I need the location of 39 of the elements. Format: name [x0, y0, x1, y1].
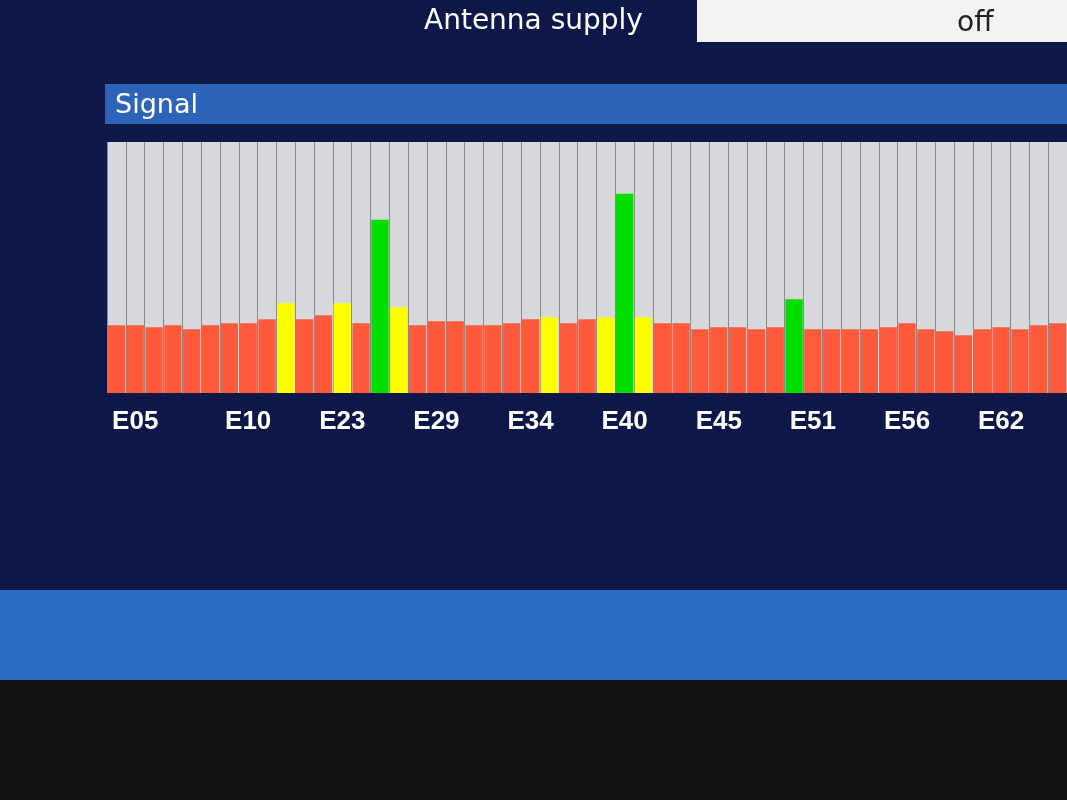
text: Antenna supply: [424, 2, 643, 38]
bar: [107, 325, 126, 393]
bar: [747, 329, 766, 393]
x-tick-label: E51: [789, 405, 837, 435]
bar: [841, 329, 860, 393]
x-tick-label: E56: [883, 405, 931, 435]
bar: [615, 193, 634, 393]
x-tick-label: E23: [319, 405, 366, 435]
bar: [352, 323, 370, 393]
x-tick-label: E10: [225, 405, 272, 435]
bar: [634, 317, 653, 393]
chart-title: Signal: [105, 84, 1067, 124]
bar: [314, 315, 333, 393]
bar: [408, 325, 427, 393]
setting-field: off: [697, 0, 1067, 42]
bar: [333, 303, 351, 393]
bar: [295, 319, 314, 393]
x-tick-label: E05: [112, 405, 159, 435]
x-tick-label: E62: [977, 405, 1025, 435]
bar: [785, 299, 803, 393]
x-tick-label: E34: [507, 405, 555, 435]
bar: [935, 331, 954, 393]
x-tick-label: E29: [413, 405, 460, 435]
bar: [427, 321, 446, 393]
bar: [860, 329, 879, 393]
bar: [766, 327, 784, 393]
x-tick-label: E40: [601, 405, 648, 435]
bar: [728, 327, 747, 393]
bar: [201, 325, 220, 393]
bar: [220, 323, 239, 393]
bar: [597, 317, 615, 393]
bar: [954, 335, 973, 393]
bar: [540, 317, 559, 393]
bar: [521, 319, 540, 393]
bar: [390, 307, 408, 393]
bar: [1048, 323, 1067, 393]
bar: [371, 219, 389, 393]
bar: [277, 303, 295, 393]
x-tick-label: E45: [695, 405, 742, 435]
